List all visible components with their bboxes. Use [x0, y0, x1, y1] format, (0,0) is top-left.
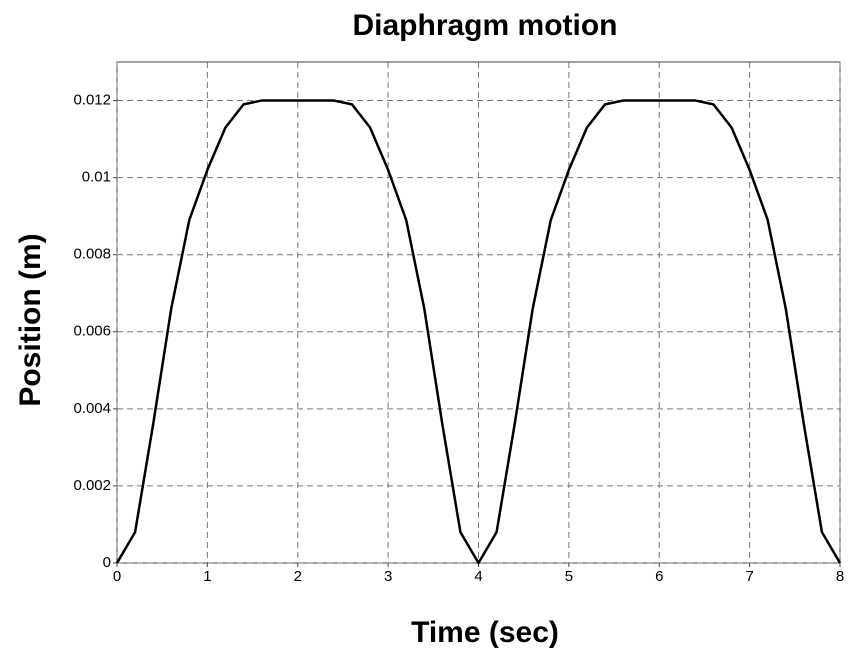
x-tick-label: 1 — [203, 568, 211, 585]
y-tick-label: 0.01 — [82, 169, 111, 186]
x-tick-label: 0 — [113, 568, 121, 585]
y-tick-label: 0.002 — [73, 477, 111, 494]
y-tick-label: 0.004 — [73, 400, 111, 417]
y-tick-label: 0 — [103, 554, 111, 571]
x-tick-label: 8 — [836, 568, 844, 585]
x-tick-label: 4 — [474, 568, 482, 585]
data-line — [115, 99, 842, 565]
x-tick-label: 2 — [294, 568, 302, 585]
x-tick-label: 6 — [655, 568, 663, 585]
y-axis-label: Position (m) — [14, 233, 47, 406]
x-tick-label: 3 — [384, 568, 392, 585]
y-tick-label: 0.008 — [73, 246, 111, 263]
y-tick-label: 0.012 — [73, 92, 111, 109]
chart-title: Diaphragm motion — [352, 9, 617, 42]
x-tick-label: 7 — [745, 568, 753, 585]
x-tick-label: 5 — [565, 568, 573, 585]
x-axis-label: Time (sec) — [411, 616, 559, 649]
y-tick-label: 0.006 — [73, 323, 111, 340]
